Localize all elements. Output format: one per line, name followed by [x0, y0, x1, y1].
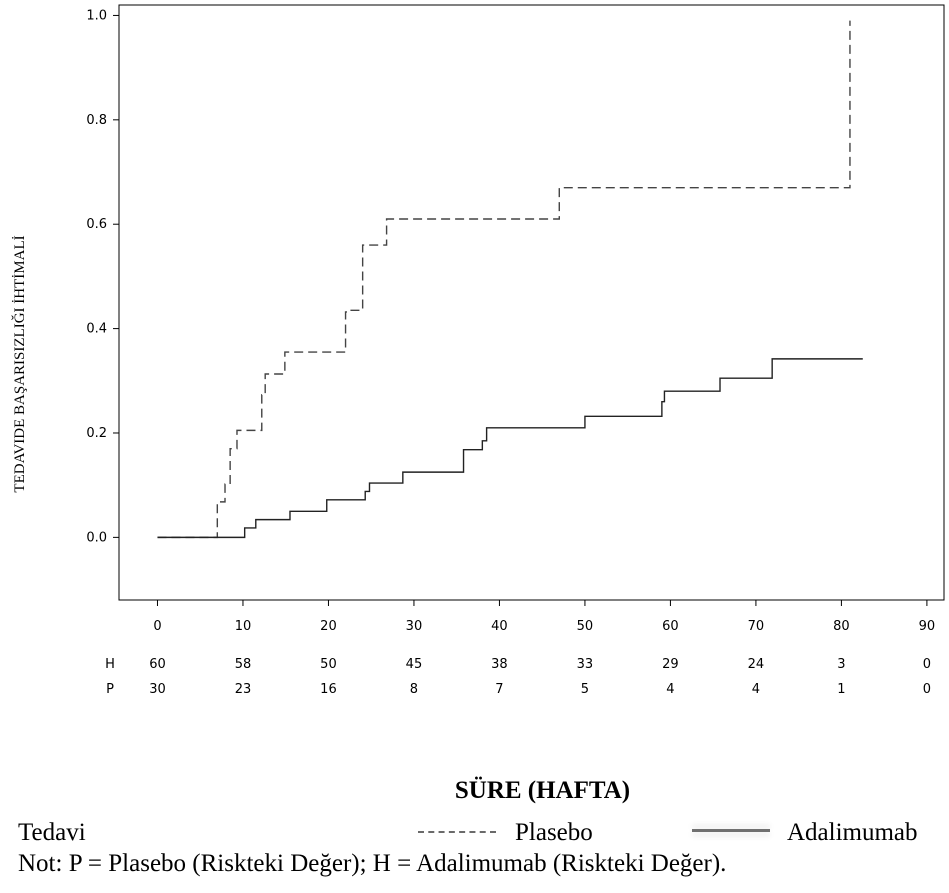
risk-value: 4 [666, 682, 674, 697]
risk-value: 5 [581, 682, 589, 697]
footnote: Not: P = Plasebo (Riskteki Değer); H = A… [18, 850, 727, 877]
x-tick-label: 40 [491, 619, 508, 634]
x-tick-label: 10 [235, 619, 252, 634]
legend-placebo-swatch [418, 831, 496, 833]
y-tick-label: 0.6 [86, 217, 107, 232]
y-axis: 0.0 0.2 0.4 0.6 0.8 1.0 [86, 8, 119, 545]
risk-value: 8 [410, 682, 418, 697]
risk-value: 16 [320, 682, 337, 697]
risk-value: 38 [491, 657, 508, 672]
risk-value: 0 [923, 682, 931, 697]
y-tick-label: 0.8 [86, 113, 107, 128]
risk-value: 30 [149, 682, 166, 697]
legend-adalimumab-label: Adalimumab [787, 819, 918, 846]
risk-value: 45 [406, 657, 423, 672]
plot-border [118, 4, 945, 601]
risk-value: 29 [662, 657, 679, 672]
plot-frame [118, 4, 945, 601]
risk-value: 23 [235, 682, 252, 697]
x-axis: 0 10 20 30 40 50 60 70 80 90 [153, 600, 935, 634]
y-tick-label: 0.2 [86, 426, 107, 441]
risk-value: 0 [923, 657, 931, 672]
legend-placebo-label: Plasebo [515, 819, 593, 846]
x-tick-label: 50 [577, 619, 594, 634]
y-axis-label: TEDAVIDE BAŞARISIZLIĞI İHTİMALİ [11, 235, 28, 492]
x-tick-label: 20 [320, 619, 337, 634]
x-tick-label: 60 [662, 619, 679, 634]
y-tick-label: 0.4 [86, 322, 107, 337]
risk-value: 24 [748, 657, 765, 672]
risk-value: 60 [149, 657, 166, 672]
x-tick-label: 30 [406, 619, 423, 634]
risk-value: 4 [752, 682, 760, 697]
series-plasebo [157, 20, 851, 539]
series-adalimumab [157, 358, 863, 539]
x-tick-label: 70 [748, 619, 765, 634]
legend-title: Tedavi [18, 819, 86, 846]
risk-row-label: H [105, 657, 115, 672]
y-tick-label: 1.0 [86, 8, 107, 23]
x-tick-label: 80 [833, 619, 850, 634]
legend-adalimumab-swatch [692, 829, 770, 832]
risk-table: H 60 58 50 45 38 33 29 24 3 0P 30 23 16 8 7 5 4 4 1 0 [105, 657, 931, 697]
x-axis-label: SÜRE (HAFTA) [454, 777, 631, 804]
series-layer [157, 20, 863, 539]
risk-row-label: P [106, 682, 114, 697]
x-tick-label: 0 [153, 619, 161, 634]
y-tick-label: 0.0 [86, 530, 107, 545]
risk-value: 58 [235, 657, 252, 672]
risk-value: 50 [320, 657, 337, 672]
risk-value: 33 [577, 657, 594, 672]
x-tick-label: 90 [919, 619, 936, 634]
risk-value: 3 [837, 657, 845, 672]
risk-value: 7 [495, 682, 503, 697]
risk-value: 1 [837, 682, 845, 697]
